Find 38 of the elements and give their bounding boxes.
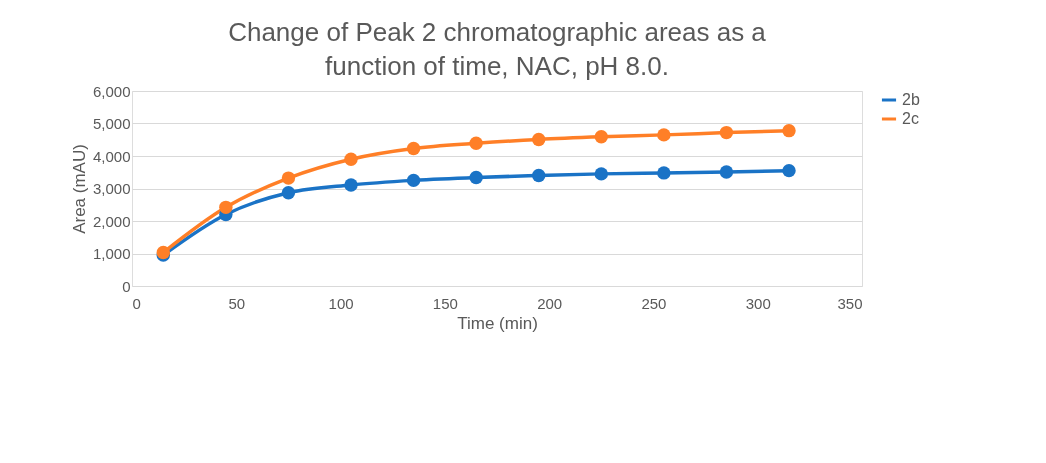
x-tick-label: 50 xyxy=(228,294,246,312)
point xyxy=(281,186,296,200)
point xyxy=(219,200,233,215)
point xyxy=(782,163,796,178)
x-tick-label: 200 xyxy=(537,294,563,312)
x-tick-label: 250 xyxy=(641,294,667,312)
point xyxy=(532,132,546,147)
point xyxy=(406,173,421,188)
y-tick-label: 2,000 xyxy=(92,212,131,230)
y-tick-label: 5,000 xyxy=(92,115,131,132)
point xyxy=(469,170,483,185)
legend-label: 2c xyxy=(902,110,919,127)
point xyxy=(594,167,608,181)
y-axis-title: Area (mAU) xyxy=(69,144,89,234)
chart-title: Change of Peak 2 chromatographic areas as a function of time, NAC, pH 8.0. xyxy=(228,17,767,81)
point xyxy=(594,130,608,144)
point xyxy=(532,168,546,183)
y-tick-label: 4,000 xyxy=(92,147,131,165)
x-tick-label: 150 xyxy=(432,294,458,312)
point xyxy=(344,178,358,192)
legend-label: 2b xyxy=(902,91,920,108)
x-tick-label: 100 xyxy=(328,294,354,312)
point xyxy=(469,136,483,151)
x-tick-label: 350 xyxy=(837,294,863,312)
point xyxy=(719,165,734,179)
point xyxy=(281,171,296,185)
x-tick-label: 300 xyxy=(745,294,771,312)
point xyxy=(719,125,734,140)
y-tick-label: 3,000 xyxy=(92,180,131,197)
point xyxy=(344,152,358,166)
y-tick-label: 6,000 xyxy=(92,82,131,100)
point xyxy=(406,141,421,156)
y-tick-label: 1,000 xyxy=(92,245,131,262)
point xyxy=(782,123,796,138)
y-tick-label: 0 xyxy=(122,277,131,295)
x-axis-title: Time (min) xyxy=(457,313,538,333)
point xyxy=(657,166,671,180)
point xyxy=(657,128,671,142)
